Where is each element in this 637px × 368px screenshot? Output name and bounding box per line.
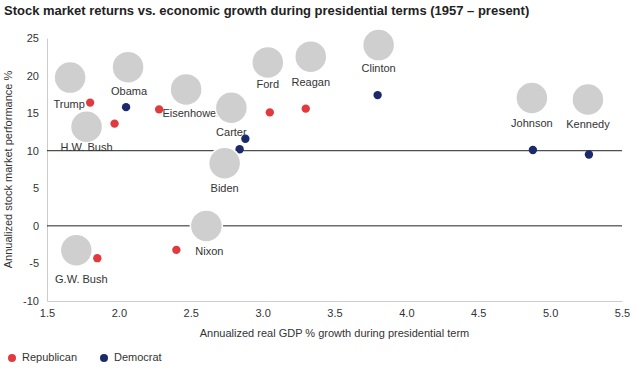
point xyxy=(172,246,180,254)
x-tick-label: 3.5 xyxy=(327,307,342,319)
y-tick-label: -5 xyxy=(29,257,39,269)
point-label: Kennedy xyxy=(566,118,610,130)
x-tick: 4.5 xyxy=(471,301,486,319)
point-label: Obama xyxy=(111,85,148,97)
y-tick: 20 xyxy=(27,70,47,82)
point-label: Carter xyxy=(216,126,247,138)
point-label: Eisenhower xyxy=(162,107,220,119)
portrait xyxy=(60,234,92,266)
portrait xyxy=(54,62,86,94)
point-label: Reagan xyxy=(291,76,330,88)
y-tick: 0 xyxy=(33,220,47,232)
point-label: Trump xyxy=(53,98,84,110)
y-tick-label: 10 xyxy=(27,145,39,157)
y-axis-title: Annualized stock market performance % xyxy=(2,71,14,269)
portrait xyxy=(363,29,395,61)
point xyxy=(302,104,310,112)
y-tick-label: 0 xyxy=(33,220,39,232)
y-tick: -5 xyxy=(29,257,47,269)
y-tick-label: 5 xyxy=(33,182,39,194)
point-label: Johnson xyxy=(511,117,553,129)
x-tick-label: 5.5 xyxy=(615,307,630,319)
y-tick-label: 25 xyxy=(27,32,39,44)
x-tick: 1.5 xyxy=(40,301,55,319)
x-axis-title: Annualized real GDP % growth during pres… xyxy=(200,327,469,339)
x-tick: 2.5 xyxy=(184,301,199,319)
y-tick-label: 15 xyxy=(27,107,39,119)
annotations: Trump H.W. Bush Eisenhower G.W. Bush Nixon Fo… xyxy=(53,29,610,285)
reference-line xyxy=(47,225,622,226)
portrait xyxy=(170,73,202,105)
portrait xyxy=(71,111,103,143)
legend-label: Republican xyxy=(22,351,77,363)
x-tick-label: 5.0 xyxy=(543,307,558,319)
portrait xyxy=(215,92,247,124)
x-tick-label: 2.0 xyxy=(112,307,127,319)
x-tick-label: 1.5 xyxy=(40,307,55,319)
point-label: Nixon xyxy=(195,245,223,257)
point xyxy=(529,146,537,154)
point xyxy=(373,91,381,99)
x-tick: 5.0 xyxy=(543,301,558,319)
y-tick-label: -10 xyxy=(23,295,39,307)
portrait xyxy=(572,83,604,115)
chart: Stock market returns vs. economic growth… xyxy=(0,0,637,368)
x-axis-line xyxy=(48,301,623,302)
legend: Republican Democrat xyxy=(8,351,162,363)
legend-marker xyxy=(8,354,16,362)
portrait xyxy=(112,51,144,83)
point xyxy=(122,103,130,111)
portrait xyxy=(209,147,241,179)
point-label: Biden xyxy=(211,182,239,194)
x-tick: 3.0 xyxy=(255,301,270,319)
point xyxy=(86,98,94,106)
portrait xyxy=(516,82,548,114)
y-tick: 15 xyxy=(27,107,47,119)
portrait xyxy=(252,46,284,78)
y-axis: -10 -5 0 5 10 15 20 25 xyxy=(23,32,47,307)
point-label: Ford xyxy=(257,78,280,90)
legend-label: Democrat xyxy=(114,351,162,363)
point xyxy=(93,254,101,262)
x-tick-label: 4.5 xyxy=(471,307,486,319)
point xyxy=(585,150,593,158)
y-tick-label: 20 xyxy=(27,70,39,82)
point xyxy=(110,119,118,127)
x-tick: 5.5 xyxy=(615,301,630,319)
y-tick: -10 xyxy=(23,295,47,307)
x-axis: 1.5 2.0 2.5 3.0 3.5 4.0 4.5 5.0 5.5 xyxy=(40,301,630,319)
x-tick: 4.0 xyxy=(399,301,414,319)
y-tick: 5 xyxy=(33,182,47,194)
x-tick-label: 3.0 xyxy=(255,307,270,319)
x-tick: 2.0 xyxy=(112,301,127,319)
y-axis-line xyxy=(47,39,48,302)
x-tick-label: 4.0 xyxy=(399,307,414,319)
point-label: H.W. Bush xyxy=(61,141,113,153)
title: Stock market returns vs. economic growth… xyxy=(4,3,529,18)
y-tick: 10 xyxy=(27,145,47,157)
y-tick: 25 xyxy=(27,32,47,44)
point-label: Clinton xyxy=(362,62,396,74)
plot-area xyxy=(47,91,622,262)
legend-marker xyxy=(100,354,108,362)
point-label: G.W. Bush xyxy=(55,273,108,285)
x-tick-label: 2.5 xyxy=(184,307,199,319)
point xyxy=(266,108,274,116)
x-tick: 3.5 xyxy=(327,301,342,319)
portrait xyxy=(295,41,327,73)
portrait xyxy=(190,210,222,242)
